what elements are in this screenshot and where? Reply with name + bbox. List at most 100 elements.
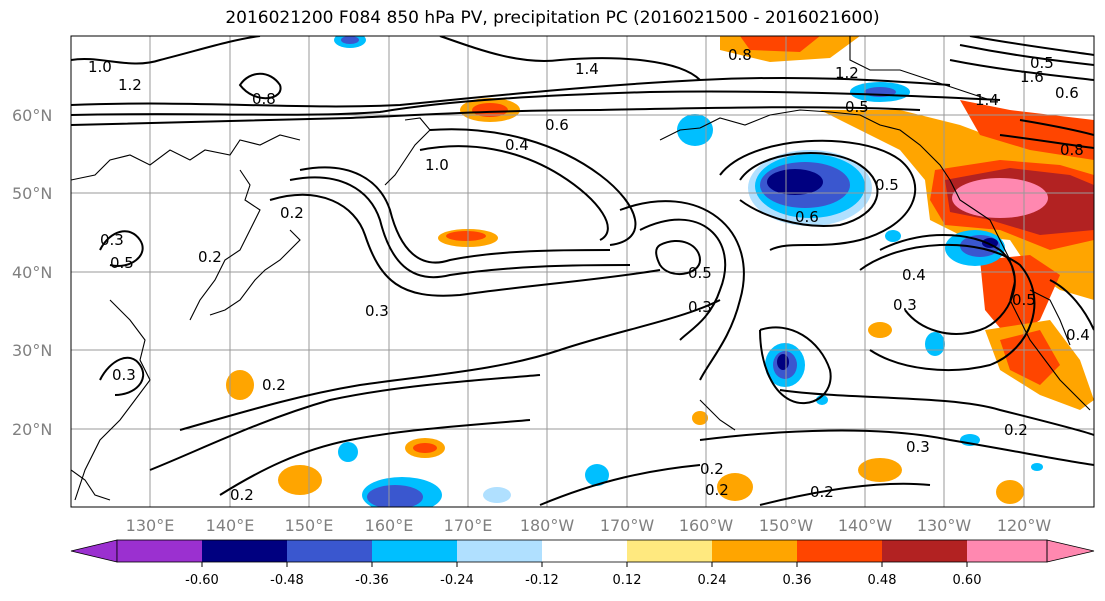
lon-label: 150°W bbox=[759, 516, 814, 535]
lon-label: 130°E bbox=[126, 516, 175, 535]
colorbar-tick-label: 0.12 bbox=[613, 573, 642, 588]
colorbar-segment bbox=[117, 540, 202, 562]
contour-label: 0.3 bbox=[906, 438, 930, 456]
colorbar-segment bbox=[287, 540, 372, 562]
precip-blob bbox=[885, 230, 901, 242]
precip-blob bbox=[483, 487, 511, 503]
precip-blob bbox=[996, 480, 1024, 504]
contour-label: 0.3 bbox=[112, 366, 136, 384]
pv-contours bbox=[71, 36, 1094, 506]
contour-label: 0.3 bbox=[100, 231, 124, 249]
contour-label: 0.8 bbox=[252, 90, 276, 108]
lon-label: 120°W bbox=[997, 516, 1052, 535]
precip-blob bbox=[740, 36, 820, 52]
contour-label: 1.2 bbox=[835, 64, 859, 82]
colorbar-segment bbox=[797, 540, 882, 562]
colorbar-extend-max bbox=[1046, 539, 1095, 563]
lon-label: 130°W bbox=[917, 516, 972, 535]
precip-blob bbox=[278, 465, 322, 495]
precip-blob bbox=[338, 442, 358, 462]
lat-label: 30°N bbox=[12, 341, 52, 360]
precip-blob bbox=[858, 458, 902, 482]
colorbar-tick-label: 0.24 bbox=[698, 573, 727, 588]
map-gridlines bbox=[71, 36, 1094, 507]
contour-label: 1.2 bbox=[118, 76, 142, 94]
longitude-labels: 130°E 140°E 150°E 160°E 170°E 180°W 170°… bbox=[126, 516, 1052, 535]
precip-blob bbox=[446, 231, 486, 241]
contour-label: 0.6 bbox=[795, 208, 819, 226]
contour-label: 0.4 bbox=[505, 136, 529, 154]
contour-label: 0.2 bbox=[280, 204, 304, 222]
colorbar-segment bbox=[202, 540, 287, 562]
contour-label: 0.5 bbox=[1012, 291, 1036, 309]
contour-label: 1.0 bbox=[88, 58, 112, 76]
contour-label: 0.2 bbox=[705, 481, 729, 499]
contour-label: 0.2 bbox=[810, 483, 834, 501]
colorbar-segment bbox=[372, 540, 457, 562]
precip-blob bbox=[413, 443, 437, 453]
colorbar-outline bbox=[116, 539, 1048, 563]
lon-label: 140°W bbox=[838, 516, 893, 535]
contour-label: 0.8 bbox=[1060, 141, 1084, 159]
precip-blob bbox=[777, 354, 789, 370]
map-frame bbox=[70, 35, 1095, 508]
contour-label: 0.3 bbox=[893, 296, 917, 314]
contour-label: 0.5 bbox=[1030, 54, 1054, 72]
precip-blob bbox=[692, 411, 708, 425]
contour-label: 0.5 bbox=[845, 98, 869, 116]
colorbar-segment bbox=[457, 540, 542, 562]
colorbar-tick-label: 0.48 bbox=[868, 573, 897, 588]
contour-label: 0.2 bbox=[262, 376, 286, 394]
contour-label: 0.2 bbox=[230, 486, 254, 504]
colorbar-tick-label: -0.24 bbox=[440, 573, 474, 588]
lat-label: 50°N bbox=[12, 184, 52, 203]
lon-label: 160°W bbox=[679, 516, 734, 535]
colorbar-segment bbox=[967, 540, 1047, 562]
coastlines bbox=[71, 36, 1091, 501]
colorbar-tick-label: -0.36 bbox=[355, 573, 389, 588]
colorbar-segment bbox=[542, 540, 627, 562]
colorbar-tick-label: 0.36 bbox=[783, 573, 812, 588]
colorbar-segment bbox=[627, 540, 712, 562]
lon-label: 150°E bbox=[285, 516, 334, 535]
contour-label: 0.6 bbox=[545, 116, 569, 134]
precip-blob bbox=[717, 473, 753, 501]
lon-label: 180°W bbox=[520, 516, 575, 535]
precip-blob bbox=[925, 332, 945, 356]
latitude-labels: 60°N 50°N 40°N 30°N 20°N bbox=[12, 106, 52, 439]
contour-label: 0.4 bbox=[902, 266, 926, 284]
lon-label: 170°W bbox=[600, 516, 655, 535]
contour-label: 0.5 bbox=[875, 176, 899, 194]
precip-blob bbox=[1000, 330, 1060, 385]
precip-blob bbox=[226, 370, 254, 400]
lat-label: 40°N bbox=[12, 263, 52, 282]
contour-label: 1.4 bbox=[975, 91, 999, 109]
precip-shading bbox=[226, 36, 1094, 507]
colorbar: -0.60 -0.48 -0.36 -0.24 -0.12 0.12 0.24 … bbox=[70, 539, 1095, 588]
contour-label: 0.3 bbox=[688, 298, 712, 316]
precip-blob bbox=[952, 178, 1048, 218]
contour-label: 0.6 bbox=[1055, 84, 1079, 102]
contour-label: 0.5 bbox=[110, 254, 134, 272]
lat-label: 20°N bbox=[12, 420, 52, 439]
colorbar-tick-label: 0.60 bbox=[953, 573, 982, 588]
lat-label: 60°N bbox=[12, 106, 52, 125]
colorbar-tick-label: -0.48 bbox=[270, 573, 304, 588]
precip-blob bbox=[767, 169, 823, 195]
contour-label: 0.2 bbox=[700, 460, 724, 478]
precip-blob bbox=[367, 485, 423, 507]
contour-label: 1.6 bbox=[1020, 68, 1044, 86]
precip-blob bbox=[341, 36, 359, 44]
precip-blob bbox=[1031, 463, 1043, 471]
colorbar-segment bbox=[882, 540, 967, 562]
contour-label: 0.2 bbox=[1004, 421, 1028, 439]
colorbar-tick-label: -0.12 bbox=[525, 573, 559, 588]
precip-blob bbox=[980, 255, 1060, 340]
contour-label: 0.3 bbox=[365, 302, 389, 320]
contour-label: 1.0 bbox=[425, 156, 449, 174]
precip-blob bbox=[868, 322, 892, 338]
colorbar-extend-min bbox=[70, 539, 118, 563]
contour-labels: 1.0 1.2 0.8 1.4 0.8 1.2 0.5 1.4 1.6 0.8 … bbox=[88, 46, 1090, 504]
precip-blob bbox=[677, 114, 713, 146]
